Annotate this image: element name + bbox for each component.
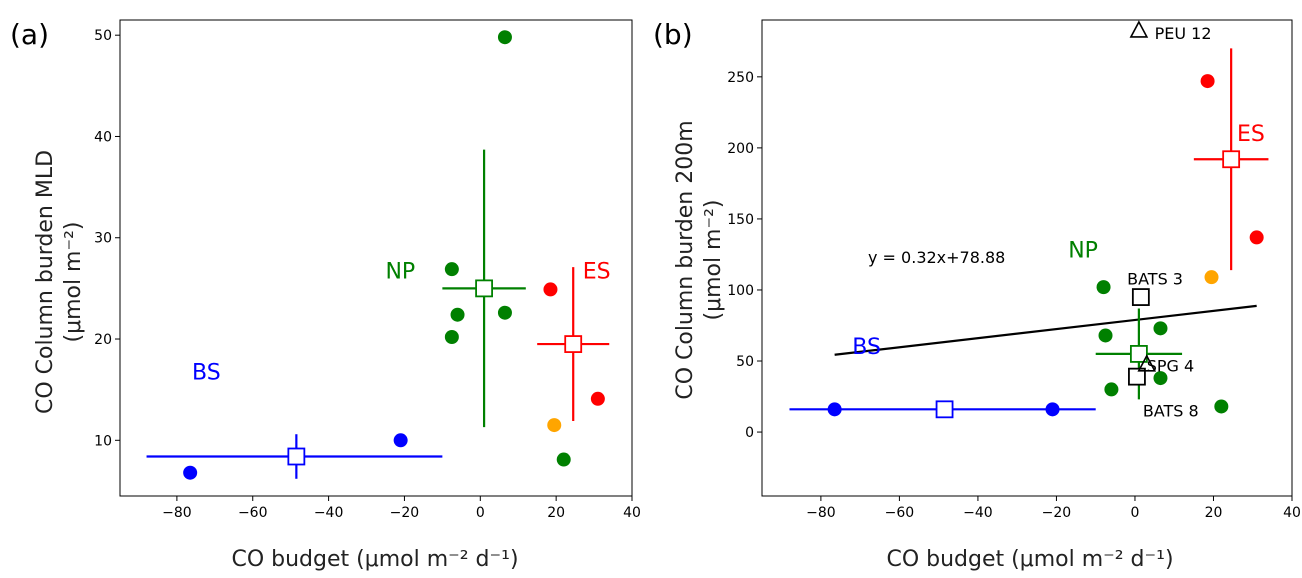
- panel-a-data-point: [444, 262, 459, 277]
- panel-a-data-point: [497, 30, 512, 45]
- panel-a-data-point: [444, 329, 459, 344]
- panel-a-xtick-label: 20: [547, 505, 565, 521]
- panel-b-data-point: [1098, 328, 1113, 343]
- panel-a-ylabel: CO Column burden MLD (μmol m⁻²): [33, 150, 86, 414]
- panel-a-group-label-es: ES: [583, 259, 611, 284]
- panel-b-xtick-label: 40: [1283, 505, 1301, 521]
- panel-b-xtick-label: 20: [1205, 505, 1223, 521]
- panel-a-data-point: [393, 433, 408, 448]
- panel-b-station-marker: [1131, 288, 1150, 306]
- panel-b-group-label-es: ES: [1237, 122, 1265, 147]
- panel-b-data-point: [1249, 230, 1264, 245]
- panel-b-ylabel-line1: CO Column burden 200m: [673, 120, 698, 399]
- panel-b-fit-equation: y = 0.32x+78.88: [868, 248, 1005, 267]
- panel-a-label: (a): [10, 18, 49, 51]
- panel-a: (a) CO Column burden MLD (μmol m⁻²) CO b…: [10, 18, 641, 572]
- panel-b-fit-line: [834, 304, 1257, 356]
- panel-b-plot: −80 −60 −40 −20 0 20 40 0 50 100 150 200 250 y = 0.32…: [727, 19, 1301, 521]
- panel-a-xtick-label: −40: [314, 505, 344, 521]
- panel-a-ytick-label: 20: [94, 332, 112, 348]
- panel-b-data-point: [1204, 270, 1219, 285]
- panel-a-xtick-label: −80: [162, 505, 192, 521]
- panel-a-ytick-label: 30: [94, 231, 112, 247]
- panel-a-ytick-label: 50: [94, 28, 112, 44]
- panel-b-ytick-label: 200: [727, 141, 754, 157]
- panel-b-ytick-label: 0: [745, 425, 754, 441]
- panel-b-station-marker: [1129, 20, 1149, 38]
- panel-b-ylabel: CO Column burden 200m (μmol m⁻²): [673, 120, 726, 399]
- panel-a-xlabel: CO budget (μmol m⁻² d⁻¹): [231, 547, 518, 572]
- panel-a-plot: −80 −60 −40 −20 0 20 40 10 20 30 40 50 BS NP ES: [94, 19, 641, 521]
- panel-b-station-label: SPG 4: [1147, 356, 1194, 375]
- panel-b-data-point: [1153, 321, 1168, 336]
- panel-a-data-point: [590, 391, 605, 406]
- panel-a-data-point: [497, 305, 512, 320]
- panel-a-ytick-label: 10: [94, 433, 112, 449]
- panel-b-label: (b): [653, 18, 693, 51]
- panel-b-ytick-label: 50: [736, 354, 754, 370]
- panel-b-mean-marker-es: [1222, 150, 1241, 169]
- panel-b-xtick-label: 0: [1131, 505, 1140, 521]
- panel-b-data-point: [1200, 74, 1215, 89]
- panel-a-xtick-label: −60: [238, 505, 268, 521]
- panel-a-data-point: [183, 465, 198, 480]
- panel-a-axes-frame: [119, 19, 633, 497]
- panel-b-axes-frame: [761, 19, 1293, 497]
- panel-b-data-point: [1104, 382, 1119, 397]
- panel-a-data-point: [543, 282, 558, 297]
- panel-a-mean-marker-np: [475, 279, 493, 298]
- panel-b-station-marker: [1137, 354, 1157, 372]
- panel-a-ylabel-line2: (μmol m⁻²): [61, 221, 86, 342]
- panel-b: (b) CO Column burden 200m (μmol m⁻²) CO …: [653, 18, 1301, 572]
- panel-b-station-marker: [1128, 367, 1146, 386]
- panel-b-data-point: [1096, 280, 1111, 295]
- panel-a-data-point: [547, 418, 562, 433]
- panel-b-group-label-bs: BS: [852, 335, 881, 360]
- panel-a-ytick-label: 40: [94, 129, 112, 145]
- panel-b-data-point: [827, 402, 842, 417]
- panel-a-xtick-label: −20: [390, 505, 420, 521]
- panel-b-mean-marker-bs: [935, 400, 954, 419]
- panel-a-ylabel-line1: CO Column burden MLD: [33, 150, 58, 414]
- panel-b-ylabel-line2: (μmol m⁻²): [701, 199, 726, 320]
- panel-a-xtick-label: 0: [476, 505, 485, 521]
- panel-b-ytick-label: 150: [727, 212, 754, 228]
- panel-b-station-label: BATS 3: [1127, 270, 1183, 289]
- panel-a-data-point: [450, 307, 465, 322]
- panel-a-data-point: [556, 452, 571, 467]
- panel-b-data-point: [1045, 402, 1060, 417]
- panel-b-xlabel: CO budget (μmol m⁻² d⁻¹): [886, 547, 1173, 572]
- panel-b-data-point: [1214, 399, 1229, 414]
- panel-a-xtick-label: 40: [623, 505, 641, 521]
- panel-b-xtick-label: −80: [806, 505, 836, 521]
- panel-b-xtick-label: −60: [885, 505, 915, 521]
- panel-b-ytick-label: 250: [727, 70, 754, 86]
- panel-b-group-label-np: NP: [1068, 238, 1098, 263]
- panel-b-mean-marker-np: [1129, 345, 1148, 363]
- panel-b-ytick-label: 100: [727, 283, 754, 299]
- panel-b-station-label: BATS 8: [1143, 402, 1199, 421]
- panel-b-data-point: [1153, 371, 1168, 386]
- panel-a-mean-marker-es: [564, 335, 583, 353]
- panel-b-station-label: PEU 12: [1155, 24, 1212, 43]
- panel-b-xtick-label: −40: [963, 505, 993, 521]
- panel-a-group-label-np: NP: [385, 259, 415, 284]
- panel-a-mean-marker-bs: [287, 447, 306, 466]
- panel-a-group-label-bs: BS: [192, 361, 221, 386]
- panel-b-xtick-label: −20: [1042, 505, 1072, 521]
